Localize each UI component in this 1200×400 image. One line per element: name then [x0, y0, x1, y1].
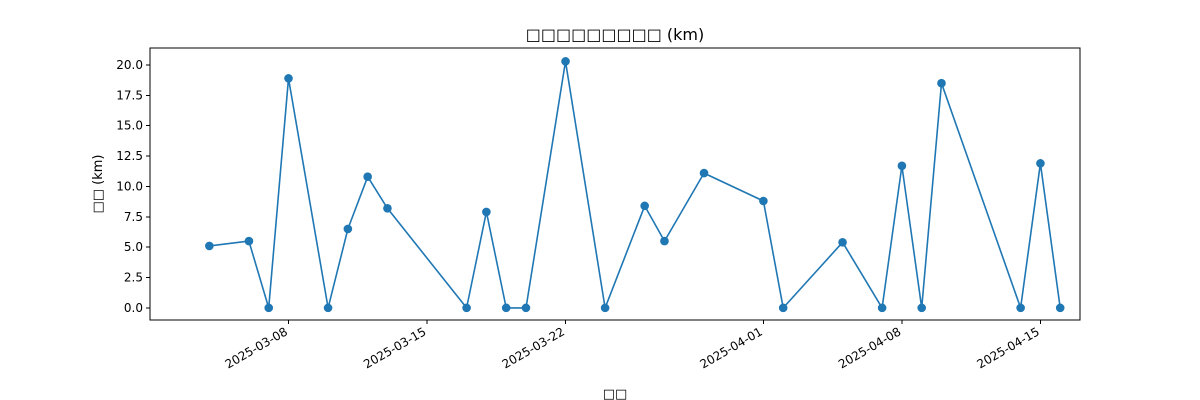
data-point — [759, 196, 768, 206]
chart-title: □□□□□□□□□ (km) — [526, 25, 704, 44]
data-point — [917, 303, 927, 313]
data-point — [462, 303, 471, 313]
data-point — [600, 303, 610, 313]
y-tick-label: 0.0 — [124, 301, 143, 315]
data-point — [343, 224, 353, 234]
data-point — [383, 203, 392, 213]
plot-area-frame — [149, 47, 1081, 321]
data-point — [323, 303, 333, 313]
y-tick-label: 12.5 — [116, 149, 143, 163]
y-tick-label: 15.0 — [116, 119, 143, 133]
data-point — [699, 168, 709, 178]
y-axis-label: □□ (km) — [91, 154, 106, 213]
data-point — [284, 74, 293, 83]
y-tick-label: 7.5 — [124, 210, 143, 224]
y-tick-label: 20.0 — [116, 58, 143, 72]
data-point — [877, 303, 887, 313]
data-point — [937, 78, 946, 88]
x-axis-label: □□ — [603, 387, 628, 400]
data-point — [521, 303, 531, 313]
data-point — [897, 161, 907, 171]
y-tick-label: 2.5 — [124, 271, 143, 285]
data-point — [501, 303, 511, 313]
data-point — [1055, 303, 1065, 313]
y-tick-label: 17.5 — [116, 88, 143, 102]
data-point — [244, 236, 254, 246]
y-axis-ticks: 0.0 2.5 5.0 7.5 10.0 12.5 15.0 17.5 20.0 — [116, 58, 150, 315]
data-point — [838, 237, 847, 247]
y-tick-label: 10.0 — [116, 179, 143, 193]
data-point — [482, 207, 491, 217]
series-markers — [205, 57, 1065, 313]
y-tick-label: 5.0 — [124, 240, 143, 254]
data-point — [205, 241, 214, 251]
data-point — [363, 172, 372, 182]
data-point — [640, 201, 649, 211]
data-point — [660, 236, 669, 246]
data-point — [1036, 159, 1045, 168]
data-point — [1016, 303, 1025, 313]
data-point — [778, 303, 788, 313]
data-point — [264, 303, 274, 313]
data-point — [561, 57, 570, 66]
